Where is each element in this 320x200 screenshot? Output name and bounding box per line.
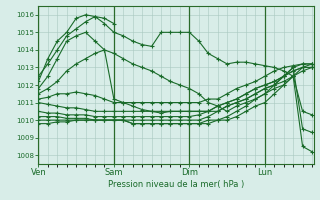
X-axis label: Pression niveau de la mer( hPa ): Pression niveau de la mer( hPa ): [108, 180, 244, 189]
